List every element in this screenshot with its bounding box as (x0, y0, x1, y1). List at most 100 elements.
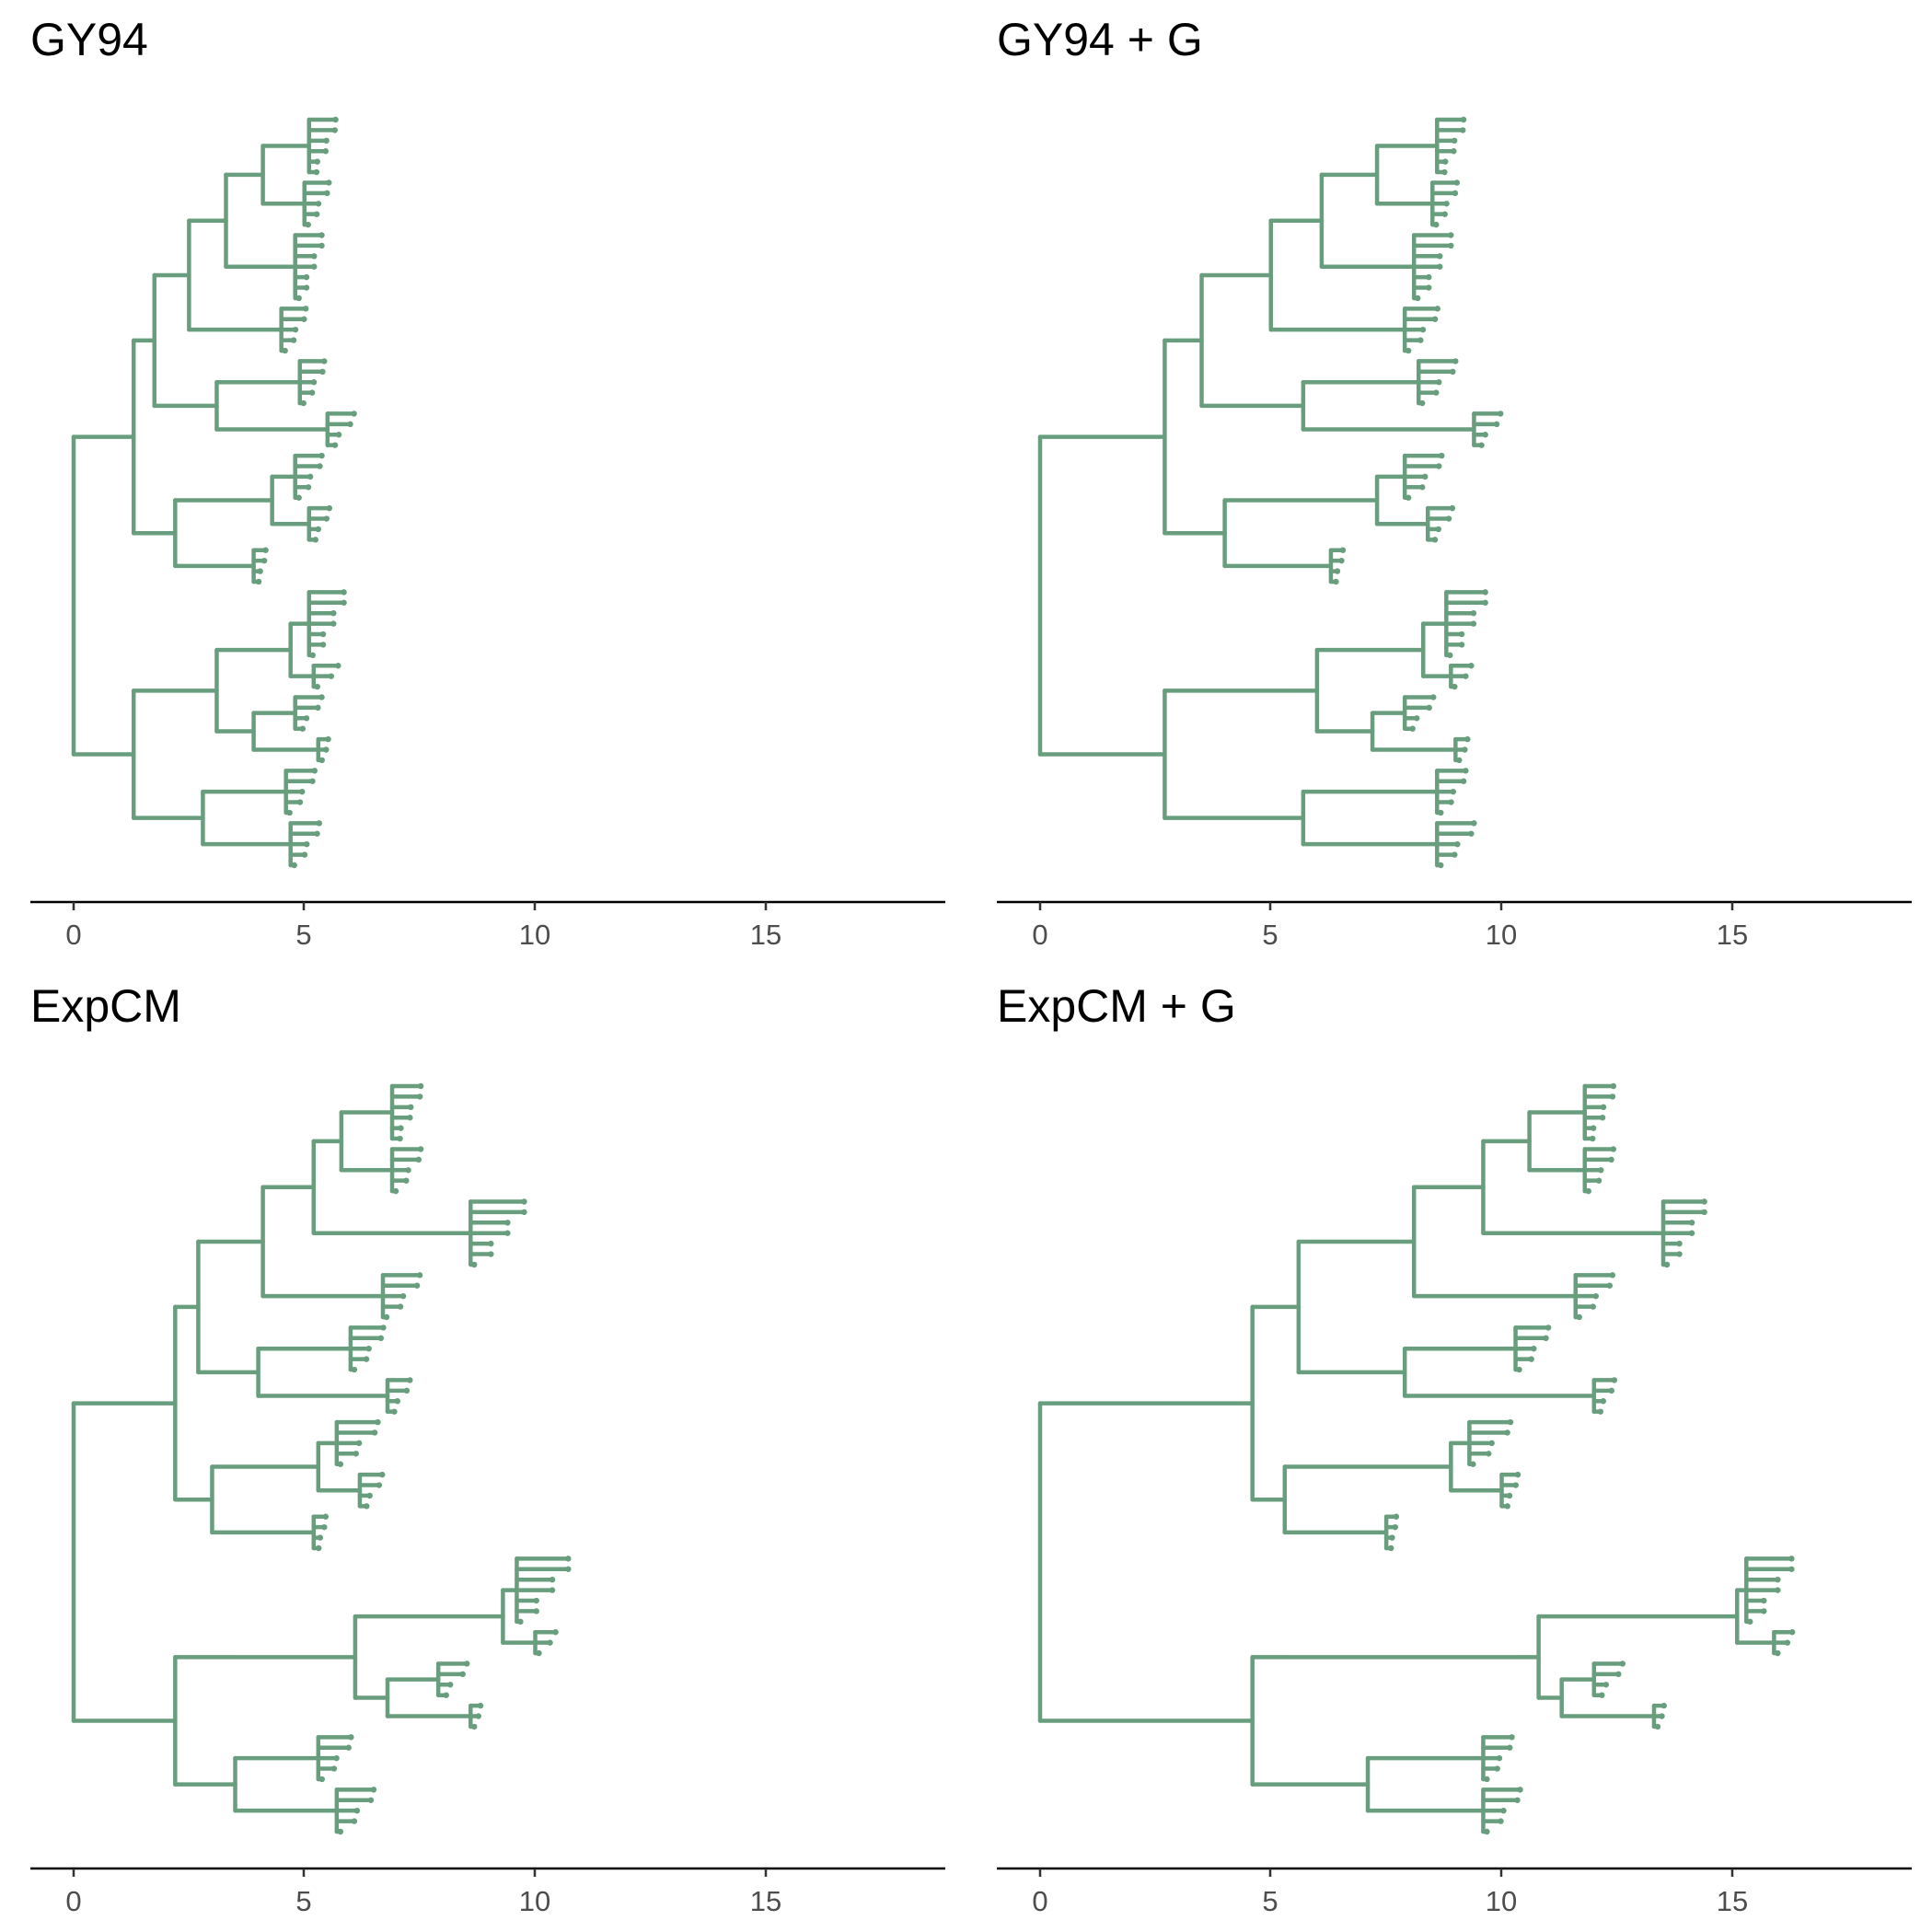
tip-point (1761, 1597, 1767, 1604)
tip-point (552, 1629, 559, 1636)
panel-gy94: GY94 0 5 10 15 (30, 14, 945, 951)
tip-point (1788, 1566, 1795, 1572)
x-tick-label: 5 (295, 1885, 311, 1917)
tip-point (1531, 1346, 1537, 1352)
tip-point (324, 190, 330, 197)
tip-point (1775, 1649, 1781, 1657)
x-tick-label: 10 (1486, 919, 1517, 951)
tip-point (1611, 1377, 1618, 1383)
tip-point (1688, 1220, 1695, 1226)
tip-point (1436, 379, 1442, 386)
tip-point (521, 1198, 527, 1205)
tip-point (348, 1734, 354, 1741)
tip-point (1598, 1167, 1604, 1174)
tip-point (1482, 432, 1488, 438)
tip-point (471, 1723, 478, 1730)
tip-point (321, 1523, 328, 1531)
tip-point (312, 537, 318, 543)
tip-point (1433, 389, 1440, 396)
tip-point (1334, 568, 1341, 574)
tip-point (313, 211, 320, 217)
x-tick-label: 10 (1486, 1885, 1517, 1917)
tip-point (303, 284, 310, 291)
tip-point (1608, 1387, 1615, 1394)
x-axis-ticks: 0 5 10 15 (1032, 902, 1748, 951)
tip-point (1434, 306, 1440, 312)
tip-point (1448, 242, 1454, 249)
tip-point (309, 778, 316, 784)
tip-point (1663, 1261, 1671, 1268)
tip-point (1498, 411, 1504, 417)
tip-point (1676, 1251, 1683, 1257)
tip-point (1443, 201, 1450, 207)
tip-point (1392, 1523, 1398, 1531)
tip-point (417, 1146, 424, 1152)
tip-point (521, 1209, 527, 1216)
tip-point (1482, 599, 1488, 606)
tip-point (355, 1440, 363, 1447)
tip-point (1599, 1115, 1606, 1121)
tip-point (311, 768, 318, 774)
tip-point (443, 1692, 449, 1698)
tip-point (1447, 652, 1453, 659)
tip-point (1409, 725, 1416, 732)
tip-point (1514, 1797, 1521, 1803)
tip-point (311, 253, 318, 260)
tip-point (397, 1303, 404, 1310)
x-tick-label: 15 (1717, 1885, 1748, 1917)
tip-point (1592, 1292, 1599, 1300)
tip-point (1338, 557, 1345, 564)
x-tick-label: 15 (750, 1885, 781, 1917)
tip-point (1470, 620, 1477, 627)
tip-point (517, 1618, 524, 1625)
tip-point (533, 1608, 539, 1614)
tip-point (417, 1093, 423, 1100)
tip-point (477, 1702, 484, 1709)
tip-point (1436, 463, 1442, 469)
tip-point (303, 715, 310, 722)
x-tick-label: 5 (1262, 919, 1278, 951)
panel-title: ExpCM + G (997, 980, 1236, 1032)
tip-point (1504, 1503, 1510, 1510)
tip-point (318, 232, 325, 238)
tip-point (1493, 421, 1500, 428)
tip-point (392, 1187, 399, 1195)
tip-point (459, 1671, 466, 1678)
tip-point (1419, 399, 1426, 407)
tip-point (1600, 1104, 1607, 1111)
tip-point (565, 1566, 572, 1572)
tip-point (1333, 578, 1339, 585)
tip-point (318, 757, 325, 764)
tip-point (1415, 295, 1421, 302)
tip-point (1426, 284, 1432, 291)
tip-point (1599, 1692, 1605, 1698)
tip-point (337, 1828, 344, 1835)
tip-point (319, 642, 327, 648)
tip-point (1460, 116, 1467, 123)
tip-point (1470, 1461, 1476, 1467)
tip-point (533, 1597, 539, 1604)
panel-expcm-g: ExpCM + G 0 5 10 15 (997, 980, 1912, 1917)
tip-point (1484, 1776, 1490, 1783)
tip-point (353, 1807, 361, 1814)
tip-point (475, 1713, 482, 1719)
tip-point (303, 273, 310, 281)
tip-point (331, 127, 338, 133)
x-axis-ticks: 0 5 10 15 (65, 1868, 781, 1917)
tip-point (304, 840, 310, 848)
tip-point (322, 1513, 330, 1520)
tip-point (370, 1787, 377, 1793)
tip-point (1437, 263, 1443, 270)
tip-point (1602, 1682, 1610, 1688)
tip-point (488, 1240, 494, 1247)
tip-point (398, 1125, 404, 1131)
tip-point (323, 137, 330, 145)
tip-point (316, 1544, 322, 1552)
tip-point (1606, 1282, 1614, 1289)
tip-point (1451, 137, 1458, 145)
tip-point (319, 631, 327, 638)
tip-point (1478, 442, 1485, 448)
tip-point (1453, 179, 1461, 186)
tip-point (325, 735, 331, 743)
